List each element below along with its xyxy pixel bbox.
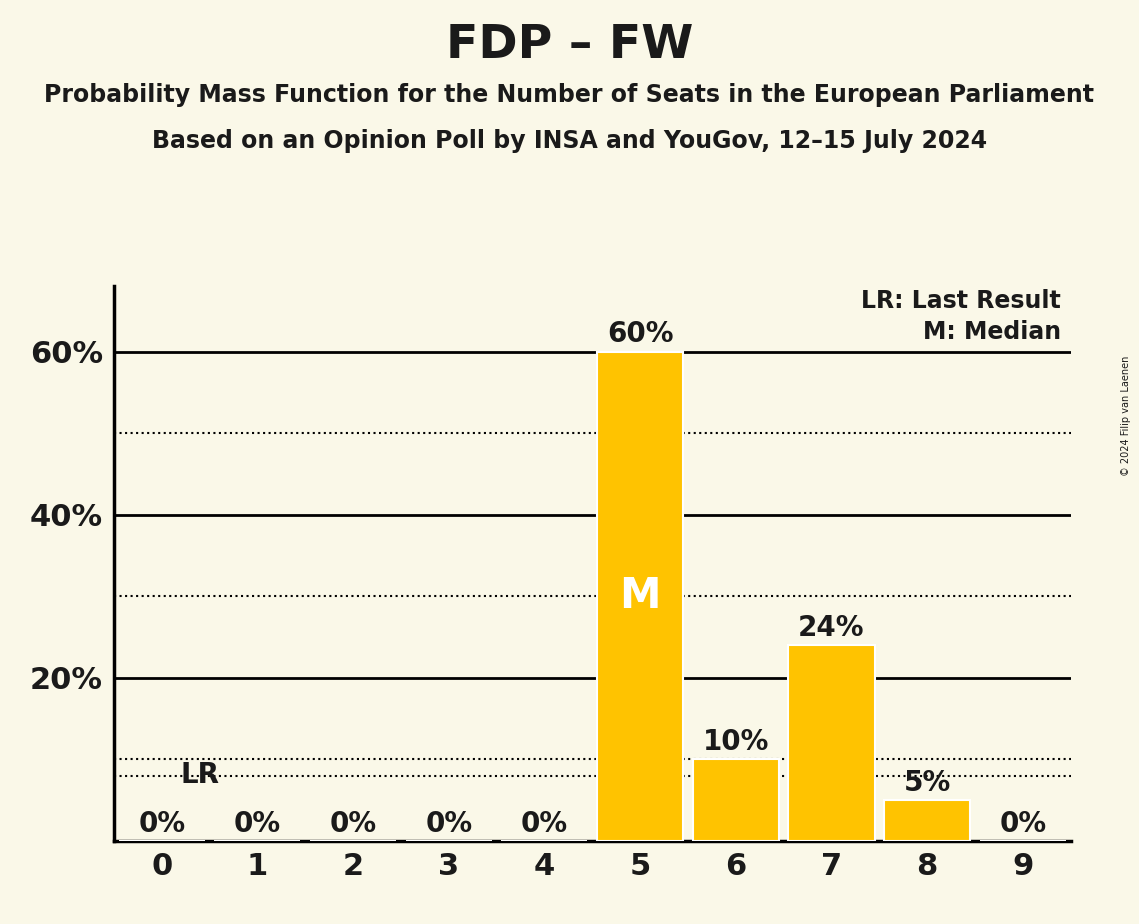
Bar xyxy=(693,760,779,841)
Text: 10%: 10% xyxy=(703,728,769,756)
Text: 0%: 0% xyxy=(999,809,1047,837)
Bar xyxy=(788,645,875,841)
Text: 0%: 0% xyxy=(138,809,186,837)
Text: © 2024 Filip van Laenen: © 2024 Filip van Laenen xyxy=(1121,356,1131,476)
Text: LR: LR xyxy=(181,761,220,789)
Text: 5%: 5% xyxy=(903,769,951,796)
Text: 24%: 24% xyxy=(798,614,865,642)
Text: M: M xyxy=(620,576,661,617)
Text: Based on an Opinion Poll by INSA and YouGov, 12–15 July 2024: Based on an Opinion Poll by INSA and You… xyxy=(151,129,988,153)
Text: 0%: 0% xyxy=(425,809,473,837)
Text: 0%: 0% xyxy=(521,809,568,837)
Bar xyxy=(884,800,970,841)
Text: FDP – FW: FDP – FW xyxy=(445,23,694,68)
Text: 0%: 0% xyxy=(233,809,281,837)
Text: Probability Mass Function for the Number of Seats in the European Parliament: Probability Mass Function for the Number… xyxy=(44,83,1095,107)
Text: M: Median: M: Median xyxy=(923,320,1062,344)
Text: 0%: 0% xyxy=(329,809,377,837)
Bar xyxy=(597,352,683,841)
Text: LR: Last Result: LR: Last Result xyxy=(861,289,1062,313)
Text: 60%: 60% xyxy=(607,321,673,348)
